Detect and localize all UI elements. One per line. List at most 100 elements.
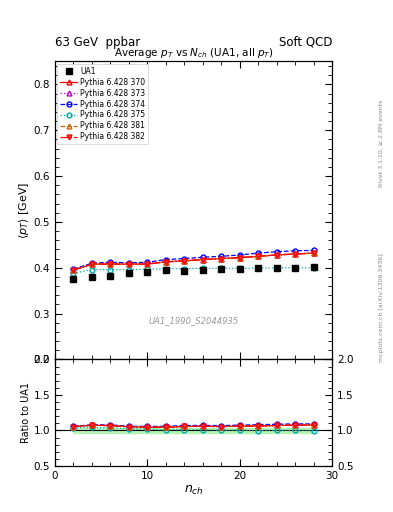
Legend: UA1, Pythia 6.428 370, Pythia 6.428 373, Pythia 6.428 374, Pythia 6.428 375, Pyt: UA1, Pythia 6.428 370, Pythia 6.428 373,… [57,63,149,144]
Pythia 6.428 382 [127,261,131,267]
Pythia 6.428 382 [200,257,205,263]
Pythia 6.428 370 [163,259,168,265]
Pythia 6.428 381 [293,251,298,257]
Pythia 6.428 370 [311,250,316,256]
Pythia 6.428 373 [311,250,316,256]
Pythia 6.428 382 [108,261,113,267]
Pythia 6.428 370 [274,252,279,258]
Pythia 6.428 373 [127,261,131,267]
UA1 [127,270,131,276]
Pythia 6.428 373 [71,267,76,273]
Pythia 6.428 373 [293,251,298,257]
Pythia 6.428 375 [219,265,224,271]
Pythia 6.428 373 [163,259,168,265]
Pythia 6.428 375 [311,265,316,271]
Pythia 6.428 381 [90,261,94,267]
Pythia 6.428 374 [200,254,205,260]
Pythia 6.428 381 [163,259,168,265]
UA1 [219,266,224,272]
Pythia 6.428 382 [90,261,94,267]
Pythia 6.428 382 [163,259,168,265]
Pythia 6.428 375 [293,265,298,271]
Text: UA1_1990_S2044935: UA1_1990_S2044935 [149,316,239,325]
Pythia 6.428 381 [219,255,224,262]
Pythia 6.428 374 [127,260,131,266]
Pythia 6.428 382 [237,254,242,261]
Pythia 6.428 381 [256,253,261,260]
UA1 [108,273,113,279]
Pythia 6.428 374 [293,248,298,254]
Pythia 6.428 381 [237,254,242,261]
Pythia 6.428 373 [145,261,150,267]
Pythia 6.428 374 [256,250,261,256]
Pythia 6.428 381 [200,257,205,263]
UA1 [145,269,150,275]
Pythia 6.428 373 [182,258,187,264]
Text: 63 GeV  ppbar: 63 GeV ppbar [55,36,140,49]
Pythia 6.428 370 [256,253,261,260]
Pythia 6.428 375 [71,270,76,276]
Line: Pythia 6.428 374: Pythia 6.428 374 [71,248,316,271]
Pythia 6.428 382 [145,261,150,267]
X-axis label: $n_{ch}$: $n_{ch}$ [184,483,204,497]
Y-axis label: Ratio to UA1: Ratio to UA1 [21,382,31,443]
Pythia 6.428 370 [71,267,76,273]
Line: UA1: UA1 [70,264,317,282]
UA1 [200,267,205,273]
UA1 [237,266,242,272]
Line: Pythia 6.428 370: Pythia 6.428 370 [71,251,316,272]
Pythia 6.428 374 [71,266,76,272]
Pythia 6.428 382 [293,251,298,257]
Line: Pythia 6.428 375: Pythia 6.428 375 [71,265,316,275]
Pythia 6.428 373 [200,257,205,263]
Pythia 6.428 375 [237,265,242,271]
Pythia 6.428 381 [71,267,76,273]
Pythia 6.428 375 [145,266,150,272]
Line: Pythia 6.428 381: Pythia 6.428 381 [71,251,316,272]
Pythia 6.428 370 [200,257,205,263]
Pythia 6.428 381 [311,250,316,256]
Pythia 6.428 374 [182,255,187,262]
Text: Soft QCD: Soft QCD [279,36,332,49]
Pythia 6.428 373 [237,254,242,261]
Pythia 6.428 375 [274,265,279,271]
Pythia 6.428 370 [219,255,224,262]
Pythia 6.428 375 [200,265,205,271]
Pythia 6.428 375 [90,267,94,273]
Pythia 6.428 374 [274,249,279,255]
Pythia 6.428 370 [90,261,94,267]
Pythia 6.428 373 [274,252,279,258]
UA1 [71,276,76,282]
Pythia 6.428 375 [182,266,187,272]
Pythia 6.428 370 [182,258,187,264]
Title: Average $p_T$ vs $N_{ch}$ (UA1, all $p_T$): Average $p_T$ vs $N_{ch}$ (UA1, all $p_T… [114,46,274,60]
Pythia 6.428 370 [293,251,298,257]
Line: Pythia 6.428 382: Pythia 6.428 382 [71,251,316,272]
Pythia 6.428 373 [219,255,224,262]
Pythia 6.428 374 [163,257,168,263]
Y-axis label: $\langle p_T \rangle$ [GeV]: $\langle p_T \rangle$ [GeV] [17,182,31,239]
Pythia 6.428 374 [311,247,316,253]
Pythia 6.428 382 [219,255,224,262]
Pythia 6.428 374 [145,259,150,265]
Pythia 6.428 373 [108,261,113,267]
Pythia 6.428 374 [219,253,224,260]
Pythia 6.428 375 [256,265,261,271]
UA1 [256,265,261,271]
Pythia 6.428 375 [163,266,168,272]
Pythia 6.428 382 [182,258,187,264]
Pythia 6.428 370 [237,254,242,261]
Pythia 6.428 373 [90,261,94,267]
UA1 [90,274,94,280]
Pythia 6.428 374 [108,259,113,265]
Pythia 6.428 381 [108,261,113,267]
Pythia 6.428 370 [108,261,113,267]
UA1 [311,264,316,270]
Pythia 6.428 370 [127,261,131,267]
Pythia 6.428 381 [127,261,131,267]
Pythia 6.428 382 [256,253,261,260]
Text: mcplots.cern.ch [arXiv:1306.3436]: mcplots.cern.ch [arXiv:1306.3436] [379,253,384,361]
Pythia 6.428 374 [90,260,94,266]
Text: Rivet 3.1.10, ≥ 2.8M events: Rivet 3.1.10, ≥ 2.8M events [379,100,384,187]
Pythia 6.428 381 [274,252,279,258]
